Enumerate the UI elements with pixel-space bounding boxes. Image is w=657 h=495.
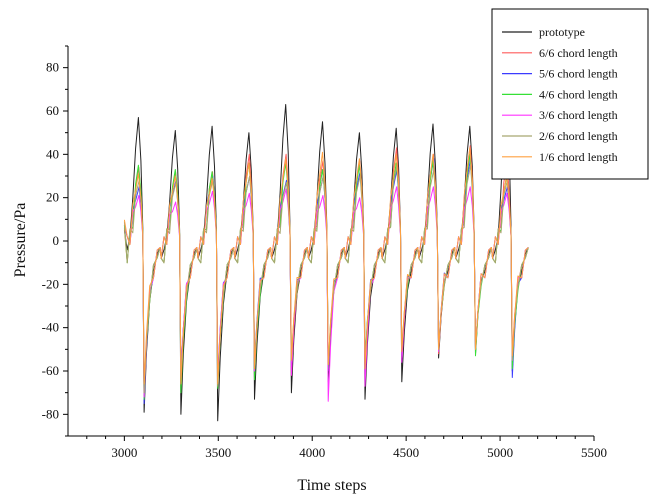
legend-label: 5/6 chord length <box>539 67 618 81</box>
y-tick-label: 60 <box>46 103 59 118</box>
ticks: 3000 3500 4000 4500 5000 5500 -80 -60 -40 -20 0 20 4… <box>42 45 607 460</box>
x-axis-title: Time steps <box>297 477 366 494</box>
x-tick-label: 5500 <box>581 445 607 460</box>
y-tick-label: -20 <box>42 276 59 291</box>
y-tick-label: -60 <box>42 363 59 378</box>
series-line-2 <box>123 145 529 398</box>
legend-label: 3/6 chord length <box>539 108 618 122</box>
y-tick-label: 80 <box>46 60 59 75</box>
x-tick-label: 5000 <box>487 445 513 460</box>
y-tick-label: -80 <box>42 406 59 421</box>
y-tick-label: 40 <box>46 146 59 161</box>
x-tick-label: 3000 <box>111 445 137 460</box>
series-line-1 <box>123 91 529 422</box>
x-tick-label: 4500 <box>393 445 419 460</box>
y-axis-title: Pressure/Pa <box>12 203 29 278</box>
series-line-4 <box>123 153 529 400</box>
y-tick-label: -40 <box>42 320 59 335</box>
legend-label: 4/6 chord length <box>539 87 618 101</box>
y-tick-label: 0 <box>53 233 60 248</box>
legend-label: 1/6 chord length <box>539 150 618 164</box>
x-tick-label: 3500 <box>205 445 231 460</box>
legend: prototype 6/6 chord length 5/6 chord lengt… <box>491 8 649 180</box>
legend-label: 6/6 chord length <box>539 46 618 60</box>
x-tick-label: 4000 <box>299 445 325 460</box>
legend-label: prototype <box>539 25 585 39</box>
plot-lines <box>123 91 529 422</box>
series-line-7 <box>123 147 529 385</box>
y-tick-label: 20 <box>46 190 59 205</box>
legend-label: 2/6 chord length <box>539 129 618 143</box>
